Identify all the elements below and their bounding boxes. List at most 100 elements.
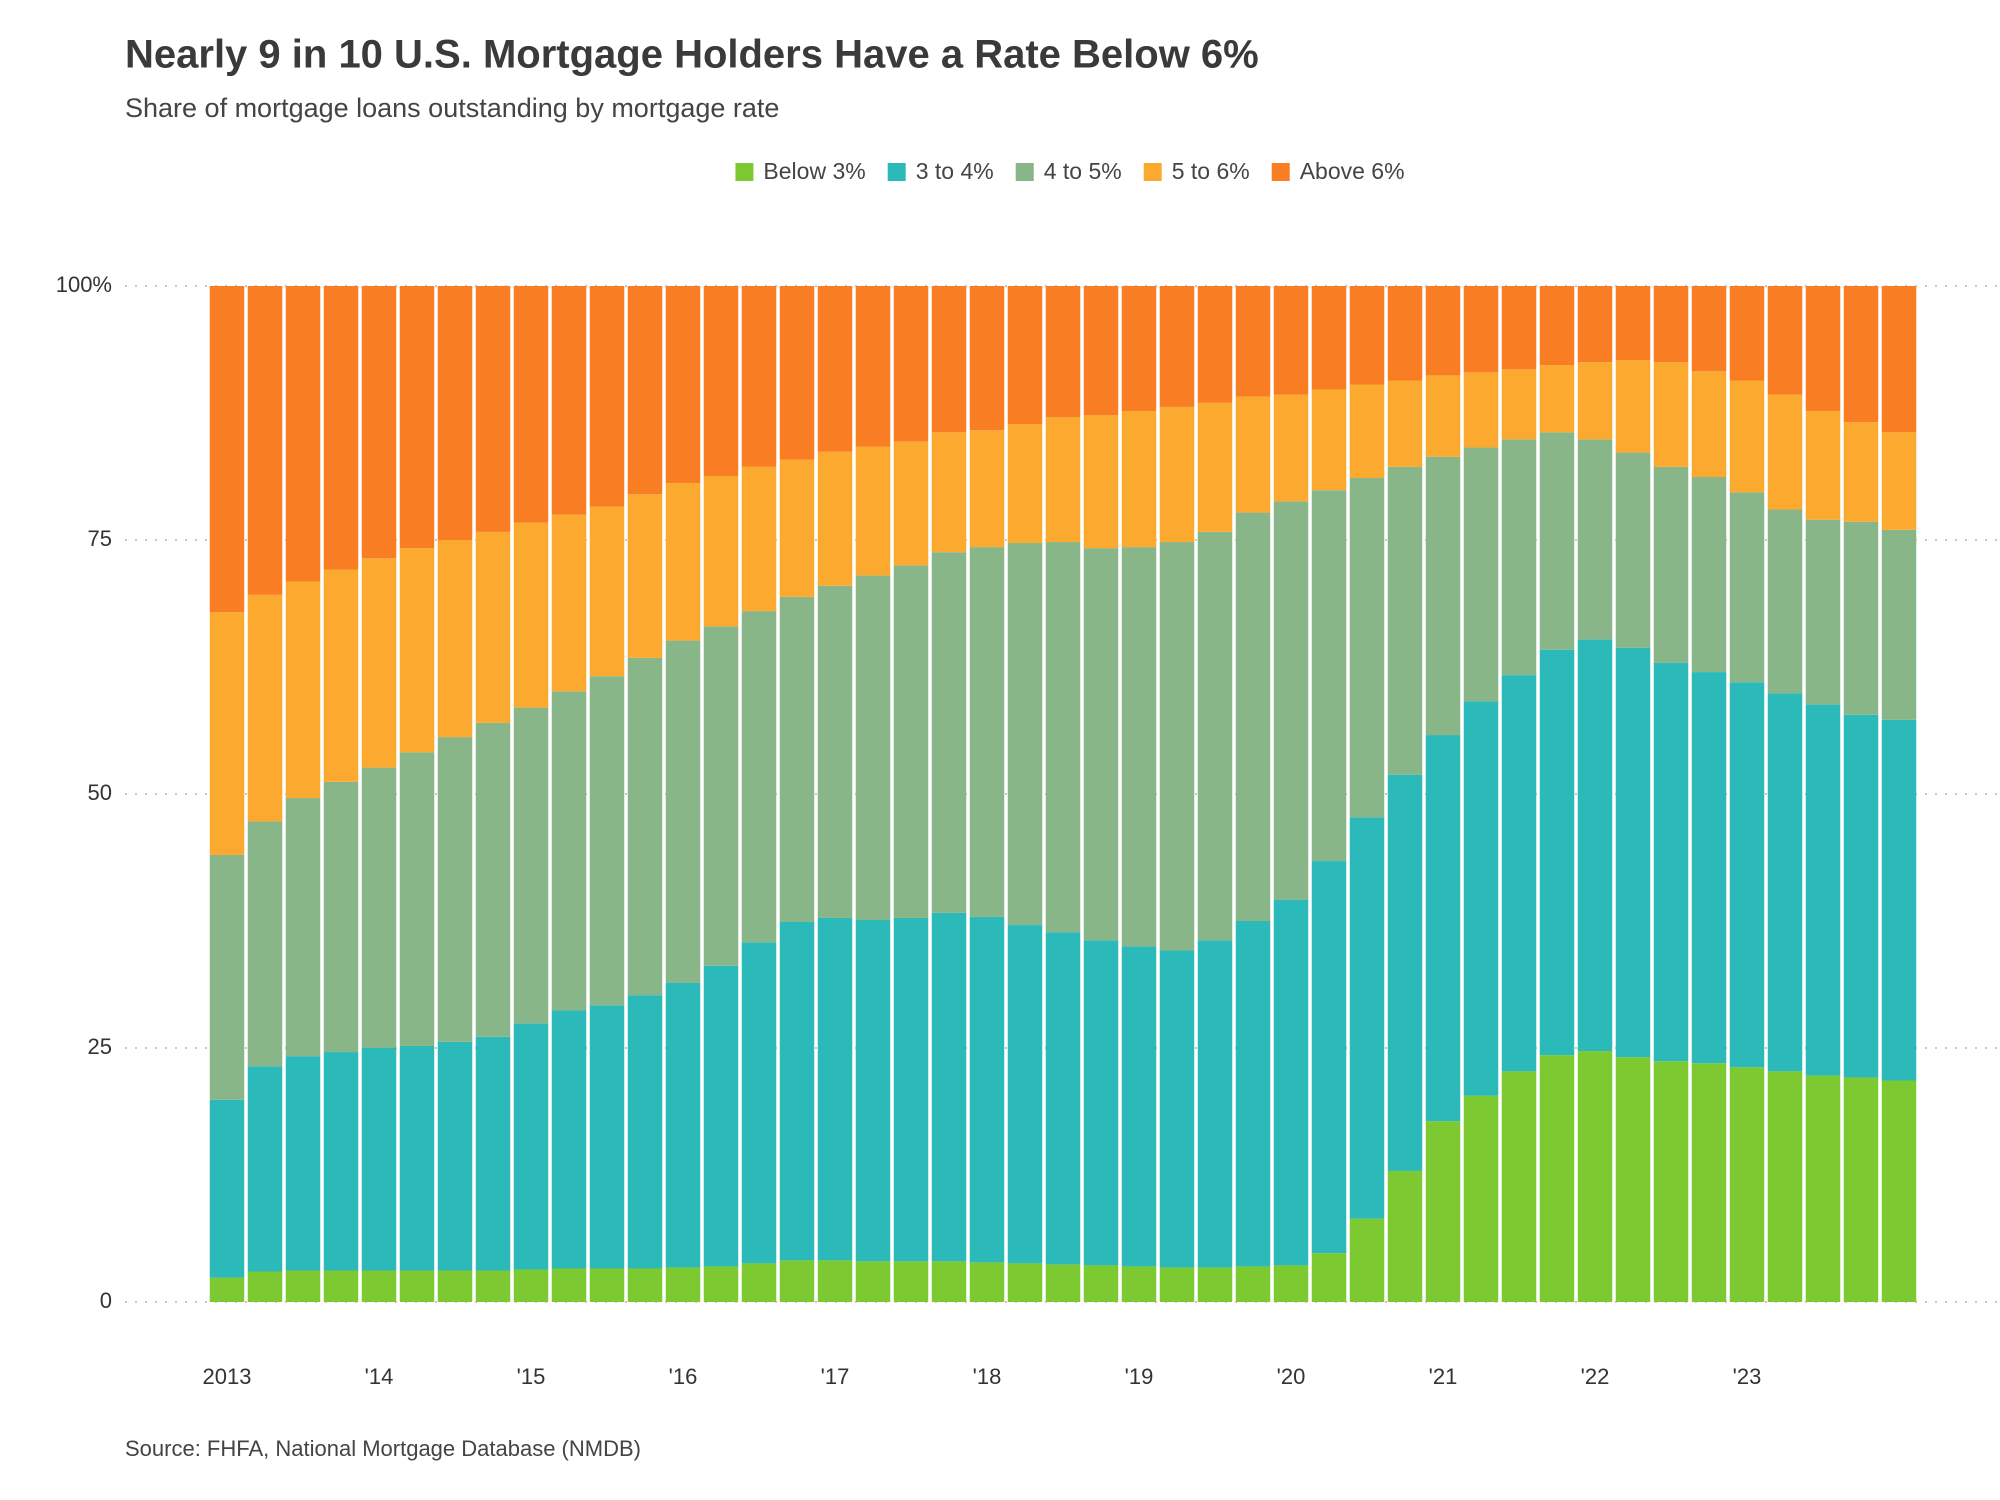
bar-segment (1767, 286, 1803, 395)
bar-segment (1197, 286, 1233, 403)
bar-segment (475, 1270, 511, 1302)
bar-segment (1501, 369, 1537, 440)
bar-segment (1767, 693, 1803, 1072)
bar-segment (1577, 439, 1613, 640)
x-tick-label: '21 (1429, 1364, 1458, 1389)
bar-segment (1729, 286, 1765, 381)
bar-segment (399, 1045, 435, 1271)
bar-segment (285, 581, 321, 799)
bar-segment (1881, 529, 1917, 720)
source-note: Source: FHFA, National Mortgage Database… (125, 1436, 641, 1461)
bar-segment (1843, 521, 1879, 715)
bar-segment (1235, 921, 1271, 1267)
bar-segment (931, 552, 967, 913)
bar-segment (627, 995, 663, 1269)
bar-segment (1653, 362, 1689, 467)
bar-segment (703, 286, 739, 476)
bar-segment (1729, 492, 1765, 683)
bar-segment (855, 575, 891, 920)
bar-segment (1159, 542, 1195, 951)
bar-segment (1615, 1057, 1651, 1302)
bar-segment (437, 286, 473, 540)
bar-segment (1653, 1061, 1689, 1302)
bar-segment (1729, 682, 1765, 1068)
bar-segment (1273, 286, 1309, 395)
bar-segment (1881, 719, 1917, 1081)
bar-segment (1463, 447, 1499, 702)
bar-segment (741, 286, 777, 467)
x-tick-label: '14 (365, 1364, 394, 1389)
bar-segment (1045, 932, 1081, 1265)
bar-segment (893, 286, 929, 442)
bar-segment (1539, 286, 1575, 366)
bar-segment (399, 1270, 435, 1302)
legend-label: 3 to 4% (916, 158, 994, 184)
bar-segment (1501, 675, 1537, 1072)
grid: 0 25 50 75 100% (56, 272, 2000, 1313)
bar-segment (1007, 543, 1043, 926)
bar-segment (1159, 286, 1195, 407)
bar-segment (1881, 286, 1917, 433)
bar-segment (437, 1041, 473, 1271)
bar-segment (1539, 432, 1575, 650)
bar-segment (893, 441, 929, 566)
legend-swatch (1143, 163, 1162, 181)
bar-segment (1349, 286, 1385, 385)
y-tick-label: 25 (88, 1034, 112, 1059)
bar-segment (1121, 410, 1157, 548)
bar-segment (665, 982, 701, 1268)
bar-segment (1729, 380, 1765, 493)
bar-segment (1615, 452, 1651, 648)
x-tick-label: '18 (973, 1364, 1002, 1389)
bar-segment (589, 506, 625, 677)
bar-segment (361, 767, 397, 1048)
bar-segment (513, 286, 549, 523)
bar-segment (209, 612, 245, 855)
bar-segment (361, 558, 397, 768)
bar-segment (475, 722, 511, 1037)
bar-segment (1463, 372, 1499, 448)
bar-segment (1121, 946, 1157, 1267)
bar-segment (589, 1005, 625, 1269)
bar-segment (1425, 1121, 1461, 1302)
bar-segment (1121, 1266, 1157, 1302)
bar-segment (1045, 417, 1081, 543)
bar-segment (323, 1052, 359, 1271)
bar-segment (779, 596, 815, 923)
bar-segment (741, 466, 777, 612)
bar-segment (589, 1268, 625, 1302)
bar-segment (1045, 1264, 1081, 1302)
bar-segment (285, 286, 321, 582)
bar-segment (1881, 432, 1917, 530)
y-tick-label: 0 (100, 1288, 112, 1313)
bars: 2013 '14 '15 '16 '17 '18 '19 '20 '21 '22 '23 (203, 286, 1917, 1389)
bar-segment (551, 514, 587, 692)
bar-segment (1311, 861, 1347, 1254)
bar-segment (1425, 375, 1461, 457)
bar-segment (1273, 1265, 1309, 1302)
x-tick-label: 2013 (203, 1364, 252, 1389)
bar-segment (1235, 286, 1271, 397)
x-tick-label: '17 (821, 1364, 850, 1389)
bar-segment (779, 286, 815, 460)
bar-segment (1197, 402, 1233, 532)
bar-segment (1311, 389, 1347, 491)
bar-segment (1501, 1071, 1537, 1302)
bar-segment (1653, 662, 1689, 1062)
bar-segment (741, 942, 777, 1264)
bar-segment (855, 446, 891, 576)
bar-segment (627, 657, 663, 996)
bar-segment (1425, 735, 1461, 1122)
bar-segment (1387, 1170, 1423, 1302)
bar-segment (969, 1262, 1005, 1302)
bar-segment (665, 1267, 701, 1302)
bar-segment (513, 1269, 549, 1302)
bar-segment (285, 798, 321, 1057)
bar-segment (703, 475, 739, 627)
bar-segment (1539, 649, 1575, 1056)
bar-segment (665, 483, 701, 641)
bar-segment (1045, 286, 1081, 418)
chart-subtitle: Share of mortgage loans outstanding by m… (125, 93, 779, 123)
chart-title: Nearly 9 in 10 U.S. Mortgage Holders Hav… (125, 33, 1259, 77)
bar-segment (1577, 362, 1613, 440)
